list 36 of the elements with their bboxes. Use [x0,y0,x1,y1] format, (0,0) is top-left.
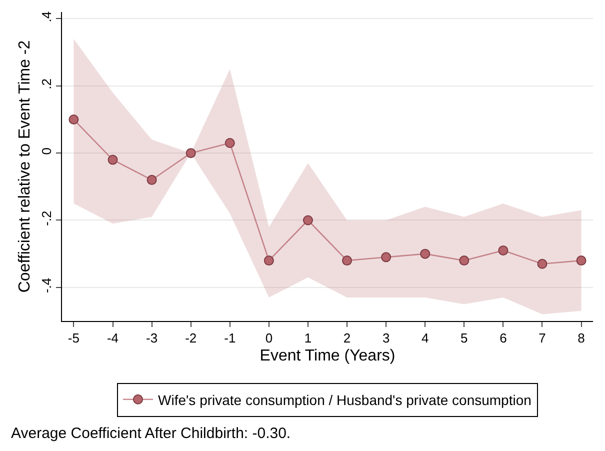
x-tick-label: 3 [382,330,390,346]
point [420,248,430,259]
y-tick-label: -.4 [38,278,54,294]
x-tick-label: -3 [146,330,158,346]
x-tick-label: 1 [304,330,312,346]
point [224,138,235,148]
y-tick-label: .4 [38,11,54,22]
point [459,256,470,266]
x-tick-label: -5 [68,330,80,346]
x-tick-label: 8 [578,330,585,346]
x-tick-label: 5 [460,330,468,346]
y-tick-label: -.2 [38,210,54,226]
point [537,258,548,269]
x-tick-label: -4 [106,330,119,346]
point [576,256,586,266]
y-axis-title: Coefficient relative to Event Time -2 [16,40,34,293]
x-tick-label: 6 [500,330,507,346]
x-tick-label: 4 [421,330,429,346]
point [381,252,392,262]
y-tick-label: 0 [38,148,54,155]
point [68,114,79,124]
x-axis-title: Event Time (Years) [260,347,396,364]
point [498,245,508,256]
point [108,154,118,165]
point [342,256,352,266]
y-tick-label: .2 [38,78,54,90]
point [264,256,274,266]
legend-label: Wife's private consumption / Husband's private consumption [158,392,532,408]
x-tick-label: 2 [343,330,351,346]
x-tick-label: 7 [538,330,546,346]
point [302,215,313,226]
point [146,174,157,185]
text: Average Coefficient After Childbirth: -0.30. [11,425,291,442]
x-tick-label: -1 [224,330,236,346]
x-tick-label: -2 [185,330,197,346]
x-tick-label: 0 [265,330,273,346]
